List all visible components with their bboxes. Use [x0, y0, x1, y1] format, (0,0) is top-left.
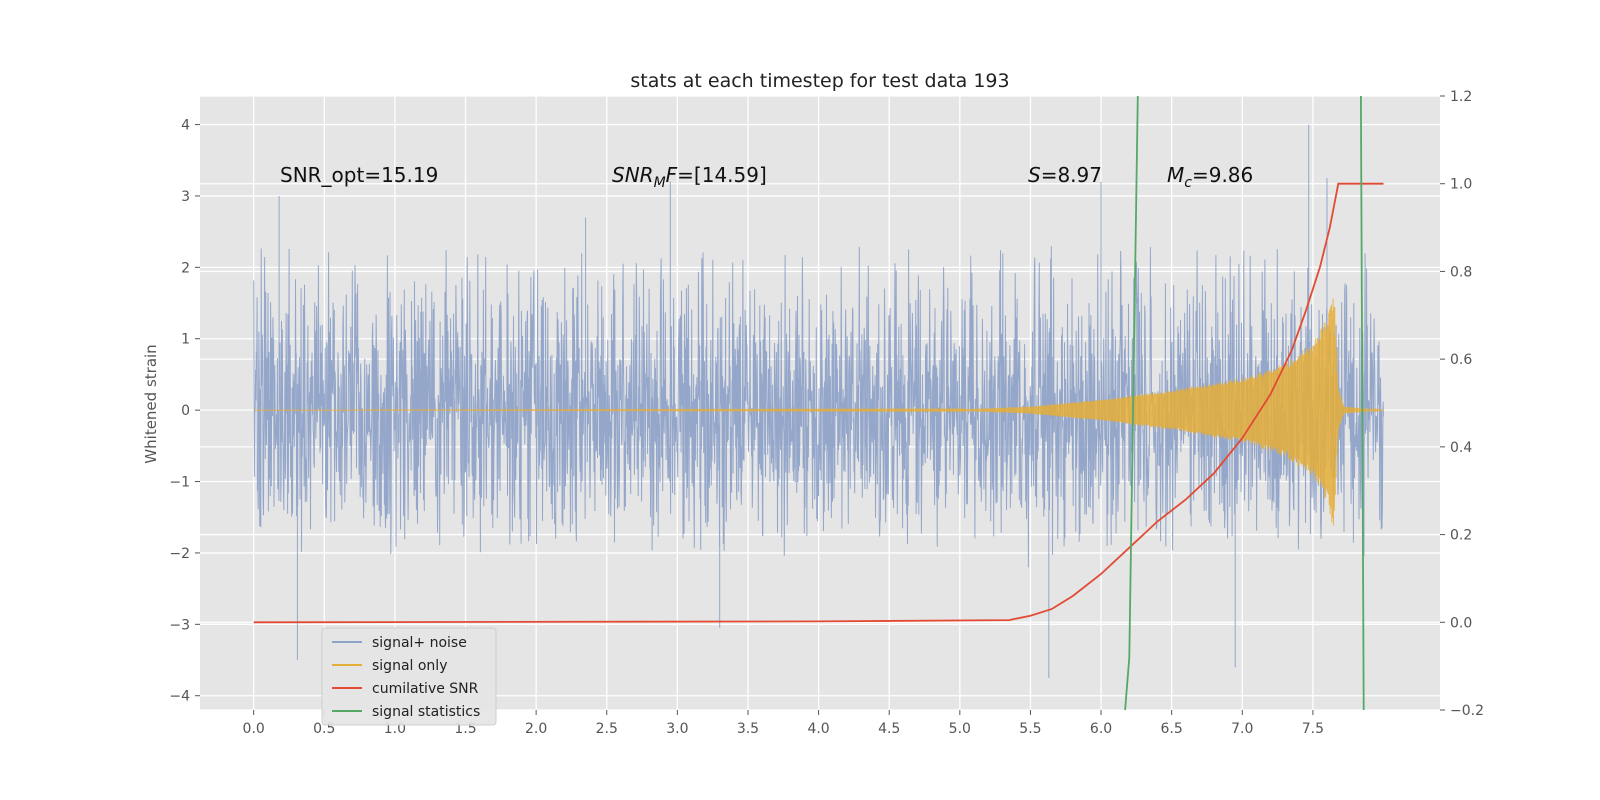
series-noise-line — [253, 124, 1384, 678]
x-tick-label: 5.5 — [1019, 721, 1041, 737]
series-signal-only — [253, 298, 1384, 526]
y2-tick-label: 0.4 — [1450, 440, 1472, 456]
y2-tick-label: 1.0 — [1450, 177, 1472, 193]
x-tick-label: 4.0 — [807, 721, 829, 737]
annotation-value: =9.86 — [1192, 163, 1253, 187]
x-tick-label: 2.0 — [525, 721, 547, 737]
x-tick-label: 6.5 — [1161, 721, 1183, 737]
legend: signal+ noise signal only cumilative SNR si… — [321, 627, 497, 726]
series-signal-line — [253, 298, 1384, 526]
y-axis-label: Whitened strain — [142, 344, 160, 463]
legend-label: signal statistics — [372, 704, 480, 720]
annotation-symbol: SNR — [612, 163, 654, 187]
series-statistics-line — [1360, 96, 1365, 710]
series-statistics-line — [1124, 96, 1139, 710]
annotation-value: =8.97 — [1041, 163, 1102, 187]
annotation-subscript: M — [654, 175, 666, 191]
series-signal-statistics — [1124, 96, 1365, 710]
series-cumulative-snr-line — [253, 182, 1384, 624]
x-tick-label: 2.5 — [596, 721, 618, 737]
annotation-2: S=8.97 — [1028, 163, 1102, 187]
annotation-symbol: S — [1028, 163, 1041, 187]
annotation-subscript: c — [1184, 175, 1192, 191]
annotation-1: SNRMF=[14.59] — [612, 163, 767, 191]
y2-tick-label: 0.0 — [1450, 615, 1472, 631]
chart-title: stats at each timestep for test data 193 — [630, 70, 1009, 92]
annotation-3: Mc=9.86 — [1167, 163, 1253, 191]
axes-layer: 0.0 0.5 1.0 1.5 2.0 2.5 3.0 3.5 4.0 4.5 5.0 5.5 6.0 6… — [169, 89, 1484, 737]
y-tick-label: −3 — [169, 617, 190, 633]
x-tick-label: 7.0 — [1231, 721, 1253, 737]
legend-label: signal+ noise — [372, 635, 467, 651]
y-tick-label: 1 — [181, 332, 190, 348]
y-tick-label: 0 — [181, 403, 190, 419]
y2-tick-label: 0.8 — [1450, 264, 1472, 280]
y-tick-label: −2 — [169, 546, 190, 562]
y-tick-label: 4 — [181, 118, 190, 134]
legend-box — [321, 627, 497, 726]
x-tick-label: 4.5 — [878, 721, 900, 737]
legend-label: signal only — [372, 658, 447, 674]
annotation-symbol: M — [1167, 163, 1184, 187]
annotation-value: =[14.59] — [677, 163, 767, 187]
y-tick-label: −4 — [169, 689, 190, 705]
x-tick-label: 6.0 — [1090, 721, 1112, 737]
x-tick-label: 3.5 — [737, 721, 759, 737]
series-cumilative-snr — [253, 182, 1384, 624]
y2-tick-label: 0.2 — [1450, 528, 1472, 544]
y-tick-label: 2 — [181, 260, 190, 276]
x-tick-label: 7.5 — [1302, 721, 1324, 737]
x-tick-label: 3.0 — [666, 721, 688, 737]
annotation-symbol-tail: F — [666, 163, 678, 187]
x-tick-label: 0.0 — [243, 721, 265, 737]
legend-label: cumilative SNR — [372, 681, 479, 697]
y2-tick-label: 1.2 — [1450, 89, 1472, 105]
annotations-layer: SNR_opt=15.19 SNRMF=[14.59] S=8.97 Mc=9.86 — [280, 163, 1253, 191]
y-tick-label: 3 — [181, 189, 190, 205]
annotation-0: SNR_opt=15.19 — [280, 163, 438, 187]
series-signal-noise — [253, 124, 1384, 678]
y-tick-label: −1 — [169, 475, 190, 491]
y2-tick-label: −0.2 — [1450, 703, 1484, 719]
y2-tick-label: 0.6 — [1450, 352, 1472, 368]
series-layer — [253, 96, 1384, 710]
x-tick-label: 5.0 — [949, 721, 971, 737]
